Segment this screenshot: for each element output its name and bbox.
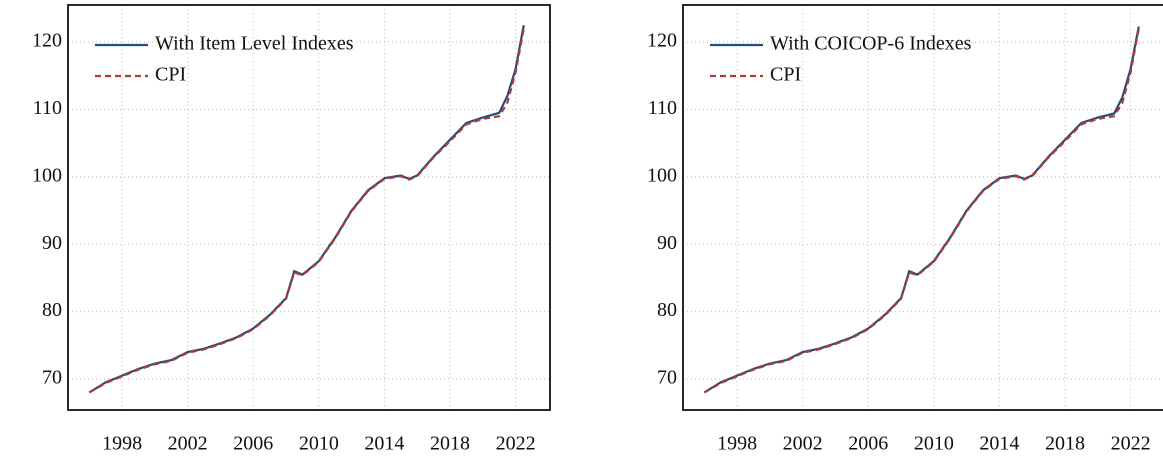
series-line xyxy=(703,26,1140,394)
x-tick-label: 1998 xyxy=(717,433,757,455)
x-tick-label: 2002 xyxy=(783,433,823,455)
x-tick-label: 2022 xyxy=(496,433,536,455)
y-tick-label: 120 xyxy=(647,30,677,52)
legend-label: CPI xyxy=(770,64,801,86)
series-line xyxy=(88,28,525,394)
legend-label: CPI xyxy=(155,64,186,86)
y-tick-label: 120 xyxy=(32,30,62,52)
y-tick-label: 70 xyxy=(657,367,677,389)
plot-frame xyxy=(67,4,551,411)
y-tick-label: 100 xyxy=(647,164,677,186)
y-tick-label: 80 xyxy=(657,299,677,321)
x-tick-label: 2018 xyxy=(1045,433,1085,455)
x-tick-label: 2014 xyxy=(979,433,1019,455)
x-tick-label: 2014 xyxy=(364,433,404,455)
y-tick-label: 100 xyxy=(32,164,62,186)
y-tick-label: 110 xyxy=(648,97,677,119)
x-tick-label: 2022 xyxy=(1111,433,1151,455)
x-tick-label: 1998 xyxy=(102,433,142,455)
series-line xyxy=(88,25,525,394)
series-line xyxy=(703,28,1140,394)
y-tick-label: 80 xyxy=(42,299,62,321)
legend-label: With Item Level Indexes xyxy=(155,33,354,55)
x-tick-label: 2006 xyxy=(848,433,888,455)
x-tick-label: 2006 xyxy=(233,433,273,455)
y-tick-label: 90 xyxy=(42,232,62,254)
y-tick-label: 110 xyxy=(33,97,62,119)
x-tick-label: 2010 xyxy=(299,433,339,455)
y-tick-label: 90 xyxy=(657,232,677,254)
legend-label: With COICOP-6 Indexes xyxy=(770,33,972,55)
x-tick-label: 2010 xyxy=(914,433,954,455)
x-tick-label: 2002 xyxy=(168,433,208,455)
x-tick-label: 2018 xyxy=(430,433,470,455)
plot-frame xyxy=(682,4,1163,411)
y-tick-label: 70 xyxy=(42,367,62,389)
